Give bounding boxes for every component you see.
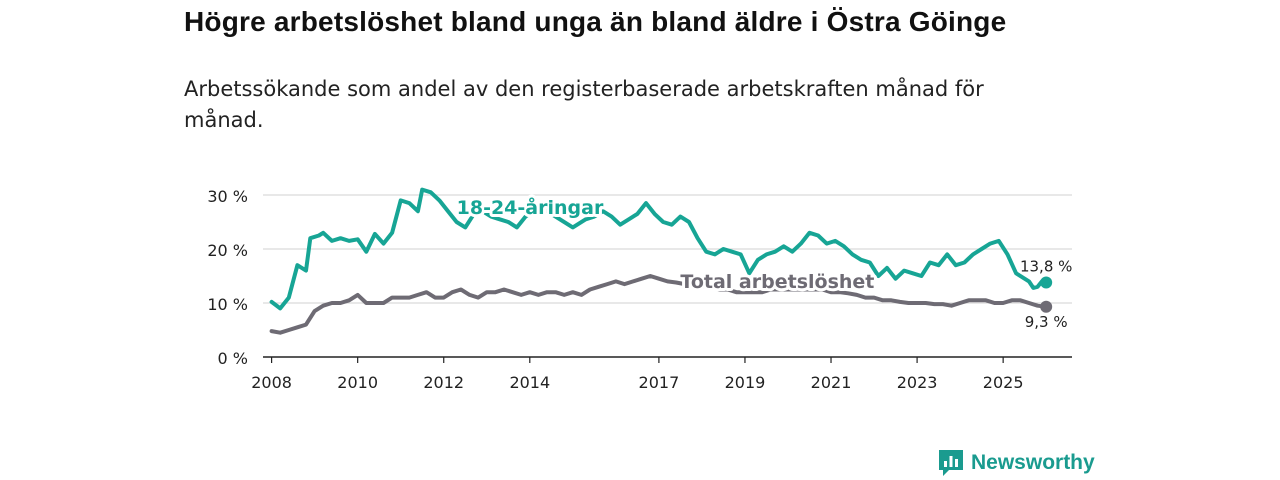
y-tick-label: 10 % (207, 295, 248, 314)
series-label-total: Total arbetslöshet (680, 271, 874, 293)
series-line-total (269, 274, 1049, 335)
y-tick-label: 0 % (218, 349, 248, 368)
end-value-label-total: 9,3 % (1025, 313, 1068, 331)
brand-name: Newsworthy (971, 451, 1095, 474)
chart-subtitle: Arbetssökande som andel av den registerb… (184, 77, 984, 132)
bar-chart-logo-icon (939, 450, 963, 476)
y-tick-label: 20 % (207, 241, 248, 260)
end-label-halo: 9,3 % (1025, 313, 1068, 331)
series-label-halo: Total arbetslöshet (680, 271, 874, 293)
x-tick-label: 2014 (509, 373, 550, 392)
x-tick-label: 2023 (897, 373, 938, 392)
x-tick-label: 2012 (423, 373, 464, 392)
x-tick-label: 2021 (811, 373, 852, 392)
series-label-youth: 18-24-åringar (457, 195, 604, 219)
x-tick-label: 2010 (337, 373, 378, 392)
series-end-point-total (1040, 300, 1053, 313)
x-tick-label: 2025 (983, 373, 1024, 392)
end-label-halo: 13,8 % (1020, 257, 1072, 275)
x-tick-label: 2017 (639, 373, 680, 392)
series-end-point-youth (1040, 276, 1053, 289)
chart-title: Högre arbetslöshet bland unga än bland ä… (184, 6, 1007, 37)
x-tick-label: 2019 (725, 373, 766, 392)
brand-logo[interactable]: Newsworthy (937, 448, 1095, 478)
series-label-halo: 18-24-åringar (457, 195, 604, 219)
x-tick-label: 2008 (251, 373, 292, 392)
end-value-label-youth: 13,8 % (1020, 257, 1072, 275)
y-tick-label: 30 % (207, 187, 248, 206)
series-line-youth (269, 187, 1049, 311)
